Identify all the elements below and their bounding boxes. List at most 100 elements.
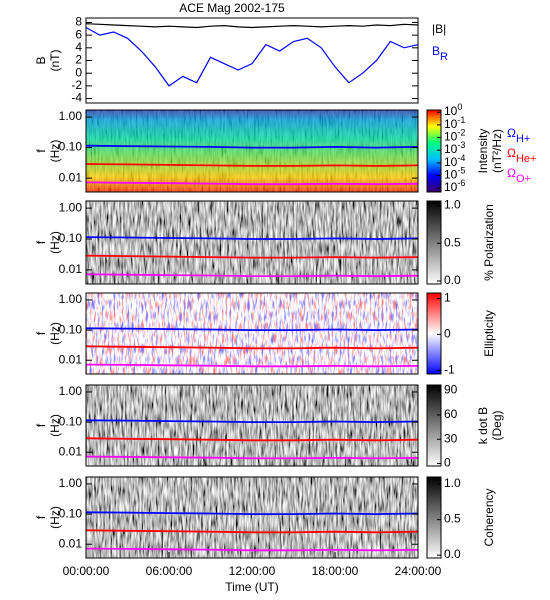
chart-title: ACE Mag 2002-175 bbox=[179, 1, 285, 15]
colorbar-label: (nT²/Hz) bbox=[490, 129, 504, 173]
y-tick-label: 8 bbox=[75, 15, 82, 29]
y-axis-label: (Hz) bbox=[48, 140, 62, 163]
y-tick-label: 1.00 bbox=[59, 476, 83, 490]
y-tick-label: 0.10 bbox=[59, 414, 83, 428]
colorbar-tick-label: 0 bbox=[444, 456, 451, 470]
series-line bbox=[85, 26, 419, 87]
y-axis-label: (Hz) bbox=[48, 322, 62, 345]
colorbar bbox=[426, 384, 442, 467]
colorbar-label: Intensity bbox=[476, 129, 490, 174]
y-axis-label: f bbox=[34, 515, 48, 519]
colorbar-tick-label: 1.0 bbox=[444, 198, 461, 212]
y-tick-label: 1.00 bbox=[59, 200, 83, 214]
series-line bbox=[85, 511, 419, 516]
series-line bbox=[85, 419, 419, 424]
legend-entry: ΩH+ bbox=[507, 126, 530, 145]
colorbar bbox=[426, 292, 442, 375]
colorbar-tick-label: 0.0 bbox=[444, 273, 461, 287]
colorbar-tick-label: 10-6 bbox=[444, 179, 465, 195]
series-line bbox=[85, 144, 419, 149]
y-tick-label: 0.01 bbox=[59, 352, 83, 366]
series-line bbox=[85, 363, 419, 368]
plot-frame bbox=[85, 17, 419, 104]
colorbar bbox=[426, 109, 442, 193]
x-tick-label: 12:00:00 bbox=[229, 564, 276, 578]
y-axis-label: (Hz) bbox=[48, 414, 62, 437]
colorbar-label: Ellipticity bbox=[482, 310, 496, 357]
y-axis-label: f bbox=[34, 331, 48, 335]
series-line bbox=[85, 273, 419, 278]
legend-entry: ΩO+ bbox=[507, 166, 531, 185]
series-line bbox=[85, 455, 419, 460]
panel: -1 0 1 Ellipticity 1.00 0.10 0.01 f (Hz) bbox=[34, 291, 496, 377]
colorbar bbox=[426, 200, 442, 285]
plot-frame bbox=[85, 292, 419, 375]
y-tick-label: 0 bbox=[75, 65, 82, 79]
series-line bbox=[85, 345, 419, 350]
legend-entry: |B| bbox=[432, 22, 446, 36]
y-tick-label: 1.00 bbox=[59, 109, 83, 123]
y-tick-label: 6 bbox=[75, 27, 82, 41]
series-line bbox=[85, 327, 419, 332]
y-tick-label: 0.10 bbox=[59, 140, 83, 154]
y-tick-label: 0.01 bbox=[59, 536, 83, 550]
plot-frame bbox=[85, 384, 419, 467]
colorbar-label: k dot B bbox=[476, 407, 490, 444]
y-axis-label: (Hz) bbox=[48, 506, 62, 529]
y-tick-label: 0.01 bbox=[59, 262, 83, 276]
colorbar-tick-label: 30 bbox=[444, 431, 458, 445]
y-tick-label: 2 bbox=[75, 53, 82, 67]
series-line bbox=[85, 23, 419, 29]
y-axis-label: (nT) bbox=[48, 50, 62, 72]
colorbar-tick-label: -1 bbox=[444, 363, 455, 377]
y-tick-label: 1.00 bbox=[59, 384, 83, 398]
x-axis-label: Time (UT) bbox=[225, 580, 279, 594]
y-axis-label: f bbox=[34, 149, 48, 153]
colorbar-tick-label: 0.0 bbox=[444, 547, 461, 561]
y-axis-label: B bbox=[34, 56, 48, 64]
colorbar-tick-label: 10-2 bbox=[444, 128, 465, 144]
series-line bbox=[85, 529, 419, 534]
spectrogram-image bbox=[86, 477, 418, 558]
colorbar-tick-label: 0 bbox=[444, 327, 451, 341]
colorbar-label: % Polarization bbox=[482, 204, 496, 281]
series-line bbox=[85, 163, 419, 167]
spectrogram-texture bbox=[86, 110, 418, 192]
x-tick-label: 06:00:00 bbox=[146, 564, 193, 578]
y-axis-label: (Hz) bbox=[48, 231, 62, 254]
series-line bbox=[85, 437, 419, 442]
y-tick-label: -4 bbox=[71, 91, 82, 105]
panel: 0 30 60 90 k dot B (Deg) 1.00 0.10 0.01 f (Hz) bbox=[34, 383, 504, 470]
x-tick-label: 24:00:00 bbox=[395, 564, 442, 578]
panel: 0.0 0.5 1.0 % Polarization 1.00 0.10 0.01 f (Hz) bbox=[34, 198, 496, 287]
x-tick-label: 18:00:00 bbox=[312, 564, 359, 578]
y-tick-label: -2 bbox=[71, 78, 82, 92]
y-tick-label: 0.10 bbox=[59, 506, 83, 520]
colorbar-tick-label: 1.0 bbox=[444, 476, 461, 490]
legend-entry: ΩHe+ bbox=[507, 146, 536, 165]
colorbar-tick-label: 10-3 bbox=[444, 141, 465, 157]
spectrogram-texture bbox=[86, 293, 418, 374]
colorbar-tick-label: 100 bbox=[444, 103, 462, 119]
y-tick-label: 0.10 bbox=[59, 231, 83, 245]
colorbar-tick-label: 90 bbox=[444, 383, 458, 397]
y-axis-label: f bbox=[34, 240, 48, 244]
colorbar-tick-label: 0.5 bbox=[444, 235, 461, 249]
legend-entry: BR bbox=[432, 44, 448, 63]
y-tick-label: 1.00 bbox=[59, 292, 83, 306]
spectrogram-image bbox=[86, 201, 418, 284]
y-axis-label: f bbox=[34, 423, 48, 427]
y-tick-label: 4 bbox=[75, 40, 82, 54]
colorbar-tick-label: 10-5 bbox=[444, 166, 465, 182]
plot-frame bbox=[85, 109, 419, 193]
colorbar-tick-label: 0.5 bbox=[444, 512, 461, 526]
panel: 0.0 0.5 1.0 Coherency 1.00 0.10 0.01 f (Hz) 00:00… bbox=[34, 476, 496, 594]
series-line bbox=[85, 236, 419, 240]
colorbar-label: (Deg) bbox=[490, 410, 504, 440]
y-tick-label: 0.01 bbox=[59, 444, 83, 458]
colorbar bbox=[426, 476, 442, 559]
series-line bbox=[85, 547, 419, 552]
